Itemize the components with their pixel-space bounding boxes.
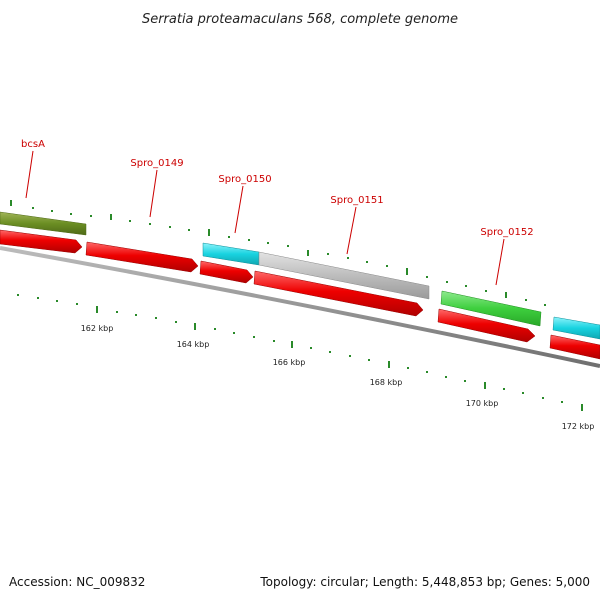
accession-text: Accession: NC_009832	[9, 575, 145, 589]
cds-arrow-bcsA[interactable]	[0, 229, 83, 254]
spro0152-green-feature[interactable]	[440, 290, 542, 327]
genome-summary-text: Topology: circular; Length: 5,448,853 bp…	[259, 575, 590, 589]
leader-line-spro0152	[495, 238, 505, 286]
gene-label-bcsA[interactable]: bcsA	[21, 139, 45, 150]
bcsA-feature[interactable]	[0, 211, 87, 236]
gene-label-spro0152[interactable]: Spro_0152	[480, 227, 533, 238]
kbp-label: 172 kbp	[562, 422, 595, 431]
cds-arrow-spro0150[interactable]	[199, 260, 254, 284]
upper-tick-row	[10, 200, 546, 306]
gene-label-spro0149[interactable]: Spro_0149	[130, 158, 183, 169]
leader-line-spro0149	[149, 169, 158, 218]
gene-leader-lines	[25, 150, 505, 286]
genome-backbone	[0, 246, 600, 368]
kbp-label: 164 kbp	[177, 340, 210, 349]
kbp-label: 170 kbp	[466, 399, 499, 408]
kbp-label: 166 kbp	[273, 358, 306, 367]
gene-label-spro0150[interactable]: Spro_0150	[218, 174, 271, 185]
leader-line-spro0151	[346, 206, 357, 255]
lower-tick-row	[17, 294, 583, 411]
leader-line-spro0150	[234, 185, 244, 234]
spro0150-cyan-feature[interactable]	[202, 242, 260, 266]
cds-arrow-spro0152[interactable]	[437, 308, 536, 343]
cds-arrow-spro0151[interactable]	[253, 270, 424, 317]
kbp-label: 168 kbp	[370, 378, 403, 387]
spro0151-gray-feature[interactable]	[258, 251, 430, 300]
map-title: Serratia proteamaculans 568, complete ge…	[142, 12, 458, 27]
cyan-feature-right[interactable]	[552, 316, 600, 340]
cds-arrow-spro0149[interactable]	[85, 241, 199, 273]
kbp-label: 162 kbp	[81, 324, 114, 333]
leader-line-bcsA	[25, 150, 34, 199]
cds-arrow-right[interactable]	[549, 334, 600, 360]
gene-label-spro0151[interactable]: Spro_0151	[330, 195, 383, 206]
